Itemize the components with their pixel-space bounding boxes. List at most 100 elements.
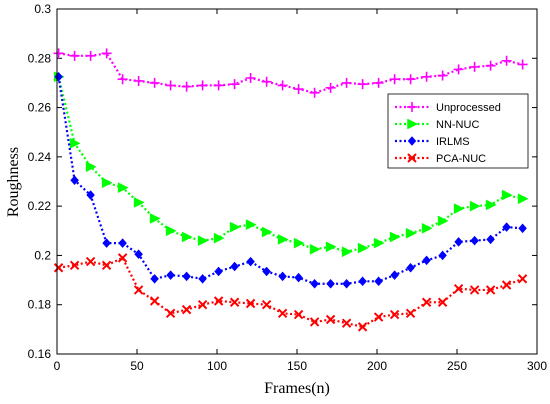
data-point-nn-nuc (453, 203, 465, 215)
data-point-nn-nuc (261, 226, 273, 238)
data-point-unprocessed (261, 76, 272, 87)
y-tick-label: 0.18 (28, 298, 52, 312)
data-point-unprocessed (501, 55, 512, 66)
data-point-pca-nuc (293, 309, 304, 320)
legend-item-nn-nuc: NN-NUC (395, 118, 479, 131)
data-point-unprocessed (277, 80, 288, 91)
data-point-unprocessed (325, 82, 336, 93)
data-point-nn-nuc (469, 200, 481, 212)
data-point-pca-nuc (245, 298, 256, 309)
data-point-unprocessed (341, 77, 352, 88)
series-irlms (54, 71, 527, 289)
data-point-irlms (294, 272, 303, 283)
data-point-irlms (358, 276, 367, 287)
data-point-pca-nuc (69, 260, 80, 270)
legend-label: NN-NUC (436, 119, 479, 131)
data-point-unprocessed (117, 74, 128, 85)
data-point-irlms (470, 235, 479, 246)
x-tick-label: 200 (367, 359, 387, 373)
data-point-irlms (502, 222, 511, 232)
data-point-nn-nuc (357, 242, 369, 254)
data-point-unprocessed (517, 59, 528, 70)
data-point-nn-nuc (197, 235, 209, 247)
x-axis-title: Frames(n) (264, 380, 330, 397)
data-point-pca-nuc (373, 312, 384, 322)
data-point-unprocessed (101, 48, 112, 59)
x-tick-label: 250 (447, 359, 467, 373)
data-point-unprocessed (405, 74, 416, 85)
data-point-pca-nuc (309, 317, 320, 327)
data-point-unprocessed (197, 80, 208, 91)
data-point-pca-nuc (357, 322, 368, 332)
data-point-nn-nuc (117, 182, 129, 194)
data-point-irlms (102, 238, 111, 248)
data-point-unprocessed (245, 73, 256, 83)
data-point-irlms (374, 276, 383, 287)
data-point-irlms (342, 278, 351, 289)
x-tick-label: 0 (54, 359, 61, 373)
data-point-nn-nuc (101, 177, 113, 189)
data-point-nn-nuc (485, 199, 497, 211)
data-point-irlms (134, 249, 143, 260)
legend-marker (407, 102, 417, 112)
data-point-unprocessed (181, 81, 192, 92)
data-point-irlms (326, 278, 335, 289)
data-point-irlms (150, 273, 159, 284)
y-tick-label: 0.26 (28, 101, 52, 115)
y-tick-label: 0.3 (34, 2, 51, 16)
data-point-nn-nuc (181, 231, 193, 243)
data-point-nn-nuc (213, 232, 225, 244)
data-point-pca-nuc (133, 285, 144, 295)
legend-item-unprocessed: Unprocessed (395, 102, 501, 114)
data-point-unprocessed (149, 77, 160, 88)
data-point-pca-nuc (197, 300, 208, 310)
data-point-unprocessed (469, 61, 480, 72)
data-point-nn-nuc (437, 215, 449, 227)
data-point-nn-nuc (149, 213, 161, 224)
data-point-unprocessed (69, 50, 80, 61)
axes: 0 50 100 150 200 250 300 0.16 0.18 0.2 0.22 0.24 0.2… (28, 2, 548, 373)
data-point-irlms (166, 270, 175, 281)
data-point-pca-nuc (165, 308, 176, 319)
series-pca-nuc (53, 253, 528, 332)
y-tick-label: 0.2 (34, 248, 51, 262)
data-point-irlms (198, 273, 207, 284)
data-point-pca-nuc (213, 296, 224, 306)
data-point-nn-nuc (293, 237, 305, 249)
series-line-pca-nuc (58, 256, 523, 329)
data-point-nn-nuc (133, 197, 145, 208)
data-point-pca-nuc (437, 297, 448, 307)
data-point-unprocessed (437, 70, 448, 81)
data-point-irlms (246, 256, 255, 267)
data-point-unprocessed (389, 74, 400, 85)
legend-label: IRLMS (436, 136, 470, 148)
y-tick-label: 0.24 (28, 150, 52, 164)
data-point-pca-nuc (85, 256, 96, 267)
data-point-nn-nuc (373, 237, 385, 249)
data-point-pca-nuc (341, 318, 352, 328)
data-point-pca-nuc (261, 300, 272, 310)
data-point-irlms (262, 266, 271, 277)
data-point-nn-nuc (69, 137, 81, 149)
legend-item-irlms: IRLMS (395, 136, 470, 148)
data-point-pca-nuc (53, 263, 64, 273)
y-tick-label: 0.28 (28, 51, 52, 65)
y-tick-label: 0.22 (28, 199, 52, 213)
data-point-pca-nuc (181, 304, 192, 315)
data-point-nn-nuc (325, 241, 337, 253)
data-point-unprocessed (373, 77, 384, 88)
data-point-pca-nuc (501, 280, 512, 290)
data-point-nn-nuc (389, 231, 401, 243)
data-point-unprocessed (485, 60, 496, 71)
data-point-pca-nuc (485, 285, 496, 295)
plot-frame (56, 8, 538, 355)
data-point-pca-nuc (149, 296, 160, 306)
legend-item-pca-nuc: PCA-NUC (395, 153, 486, 165)
data-point-unprocessed (453, 64, 464, 75)
data-point-irlms (230, 261, 239, 272)
series-nn-nuc (53, 71, 529, 258)
data-point-unprocessed (85, 50, 96, 61)
data-point-pca-nuc (325, 314, 336, 325)
plot-area (53, 48, 529, 332)
